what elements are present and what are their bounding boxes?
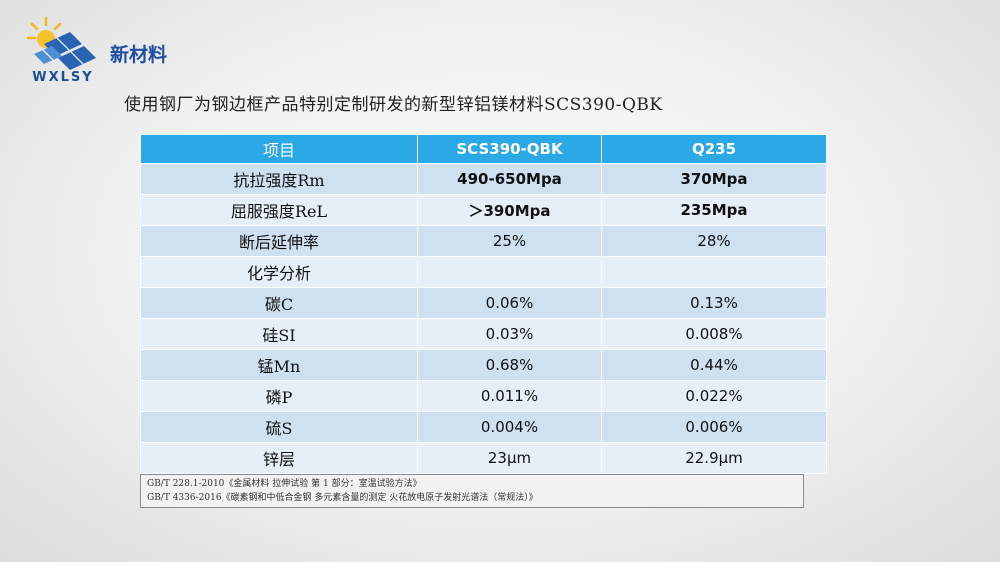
q235-value: 0.008% [601,318,827,350]
table-row: 断后延伸率 25% 28% [140,225,827,257]
column-header-item: 项目 [140,134,418,164]
column-header-scs390: SCS390-QBK [417,134,602,164]
row-label: 锰Mn [140,349,418,381]
column-header-q235: Q235 [601,134,827,164]
table-row: 硅SI 0.03% 0.008% [140,318,827,350]
scs390-value: 25% [417,225,602,257]
scs390-value [417,256,602,288]
table-row: 化学分析 [140,256,827,288]
table-row: 锰Mn 0.68% 0.44% [140,349,827,381]
table-row: 锌层 23μm 22.9μm [140,442,827,474]
table-row: 碳C 0.06% 0.13% [140,287,827,319]
scs390-value: 0.68% [417,349,602,381]
row-label: 磷P [140,380,418,412]
scs390-value: ＞390Mpa [417,194,602,226]
scs390-value: 490-650Mpa [417,163,602,195]
row-label: 断后延伸率 [140,225,418,257]
table-row: 硫S 0.004% 0.006% [140,411,827,443]
company-logo: WXLSY [24,14,102,92]
table-row: 屈服强度ReL ＞390Mpa 235Mpa [140,194,827,226]
row-label: 硅SI [140,318,418,350]
standards-footnote: GB/T 228.1-2010《金属材料 拉伸试验 第 1 部分：室温试验方法》… [140,474,804,508]
table-row: 抗拉强度Rm 490-650Mpa 370Mpa [140,163,827,195]
scs390-value: 0.004% [417,411,602,443]
row-label: 屈服强度ReL [140,194,418,226]
q235-value: 0.006% [601,411,827,443]
table-header-row: 项目 SCS390-QBK Q235 [140,134,827,164]
q235-value: 370Mpa [601,163,827,195]
q235-value [601,256,827,288]
material-comparison-table: 项目 SCS390-QBK Q235 抗拉强度Rm 490-650Mpa 370… [140,134,827,474]
row-label: 硫S [140,411,418,443]
footnote-line: GB/T 228.1-2010《金属材料 拉伸试验 第 1 部分：室温试验方法》 [147,479,422,489]
row-label: 抗拉强度Rm [140,163,418,195]
row-label: 化学分析 [140,256,418,288]
row-label: 锌层 [140,442,418,474]
solar-panel-logo-icon [26,16,96,70]
scs390-value: 0.03% [417,318,602,350]
q235-value: 0.13% [601,287,827,319]
scs390-value: 23μm [417,442,602,474]
page-title: 新材料 [110,44,168,66]
scs390-value: 0.06% [417,287,602,319]
q235-value: 0.022% [601,380,827,412]
q235-value: 28% [601,225,827,257]
q235-value: 235Mpa [601,194,827,226]
page-subtitle: 使用钢厂为钢边框产品特别定制研发的新型锌铝镁材料SCS390-QBK [124,95,663,115]
q235-value: 0.44% [601,349,827,381]
q235-value: 22.9μm [601,442,827,474]
scs390-value: 0.011% [417,380,602,412]
table-row: 磷P 0.011% 0.022% [140,380,827,412]
logo-text: WXLSY [32,70,94,85]
row-label: 碳C [140,287,418,319]
footnote-line: GB/T 4336-2016《碳素钢和中低合金钢 多元素含量的测定 火花放电原子… [147,493,538,503]
